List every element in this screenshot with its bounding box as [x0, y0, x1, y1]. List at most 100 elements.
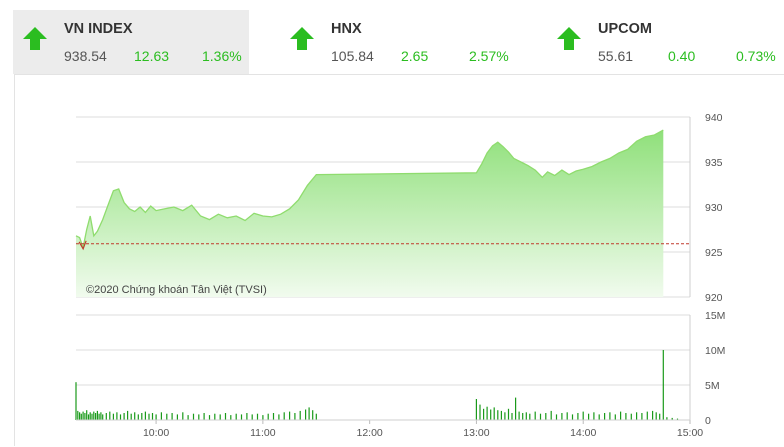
volume-bar [192, 413, 195, 420]
index-percent: 1.36% [202, 48, 242, 64]
volume-bar [511, 413, 513, 420]
index-change: 2.65 [401, 48, 429, 64]
volume-bar [289, 411, 291, 420]
volume-bar [144, 411, 146, 420]
volume-bar [151, 413, 154, 420]
volume-bar [545, 413, 547, 420]
volume-tick-label: 10M [705, 345, 725, 357]
volume-bar [534, 411, 536, 420]
volume-bar [666, 417, 668, 420]
volume-bar [529, 413, 531, 420]
volume-bar [604, 413, 606, 420]
copyright-annotation: ©2020 Chứng khoán Tân Việt (TVSI) [86, 284, 267, 296]
up-arrow-icon [23, 27, 47, 50]
volume-bar [593, 412, 595, 420]
volume-bar [203, 413, 205, 420]
volume-bar [566, 412, 568, 420]
volume-bar [625, 413, 627, 420]
volume-bar [187, 415, 189, 420]
volume-bar [91, 413, 93, 420]
volume-bar [77, 410, 79, 420]
volume-bar [588, 413, 590, 420]
volume-bar [116, 412, 118, 420]
volume-bar [96, 410, 98, 420]
volume-bar [652, 410, 654, 420]
time-tick-label: 13:00 [463, 427, 489, 439]
time-tick-label: 11:00 [250, 427, 276, 439]
volume-bar [141, 413, 143, 420]
price-axis: 920 925 930 935 940 [689, 112, 723, 304]
volume-bar [75, 382, 77, 420]
index-price: 105.84 [331, 48, 374, 64]
volume-bar [315, 413, 317, 420]
price-line [75, 129, 664, 250]
index-change: 12.63 [134, 48, 170, 64]
volume-bar [123, 413, 125, 420]
price-area [76, 130, 664, 297]
up-arrow-icon [557, 27, 581, 50]
volume-bar [504, 412, 506, 420]
intraday-chart: ©2020 Chứng khoán Tân Việt (TVSI) 920 925… [75, 112, 725, 439]
volume-bar [539, 413, 542, 420]
index-tab-hnx[interactable]: HNX 105.84 2.65 2.57% [280, 10, 516, 74]
volume-bar [609, 412, 611, 420]
volume-bar [256, 413, 259, 420]
volume-bar [655, 412, 657, 420]
volume-bar [525, 412, 527, 420]
index-name: VN INDEX [64, 21, 133, 37]
volume-bar [497, 410, 499, 420]
volume-bar [671, 417, 673, 420]
volume-tick-label: 0 [705, 415, 711, 427]
volume-bar [160, 412, 162, 420]
time-tick-label: 14:00 [570, 427, 596, 439]
volume-bar [278, 414, 280, 420]
volume-bar [614, 414, 616, 420]
volume-bar [79, 412, 81, 420]
volume-bar [676, 418, 679, 420]
volume-bar [646, 411, 648, 420]
volume-bar [571, 414, 574, 420]
volume-bar [230, 415, 232, 420]
volume-bar [87, 414, 90, 420]
volume-bar [93, 411, 95, 420]
volume-bar [84, 413, 86, 420]
index-tab-upcom[interactable]: UPCOM 55.61 0.40 0.73% [547, 10, 783, 74]
volume-bar [130, 413, 132, 420]
volume-bar [155, 414, 157, 420]
volume-bar [148, 413, 150, 420]
volume-bar [294, 413, 296, 420]
volume-bars [75, 350, 679, 420]
volume-bar [507, 408, 510, 420]
chart-panel: ©2020 Chứng khoán Tân Việt (TVSI) 920 925… [14, 74, 784, 446]
volume-bar [98, 413, 100, 420]
volume-bar [598, 414, 600, 420]
volume-bar [176, 414, 178, 420]
price-tick-label: 920 [705, 292, 723, 304]
volume-bar [246, 413, 248, 420]
volume-bar [86, 410, 88, 420]
volume-bar [518, 411, 520, 420]
price-tick-label: 925 [705, 247, 723, 259]
volume-bar [198, 414, 200, 420]
volume-bar [89, 412, 91, 420]
volume-bar [214, 413, 216, 420]
index-price: 938.54 [64, 48, 107, 64]
volume-bar [80, 413, 82, 420]
price-tick-label: 940 [705, 112, 723, 124]
volume-bar [479, 404, 481, 420]
volume-bar [641, 413, 643, 420]
volume-bar [582, 411, 584, 420]
volume-bar [486, 406, 488, 420]
volume-bar [100, 412, 102, 420]
volume-bar [134, 412, 136, 420]
volume-bar [219, 414, 221, 420]
volume-bar [659, 413, 661, 420]
index-change: 0.40 [668, 48, 696, 64]
volume-bar [483, 408, 485, 420]
index-percent: 2.57% [469, 48, 509, 64]
volume-bar [127, 410, 129, 420]
volume-bar [522, 413, 524, 420]
index-tab-vn-index[interactable]: VN INDEX 938.54 12.63 1.36% [13, 10, 249, 74]
volume-bar [272, 413, 275, 420]
volume-bar [240, 414, 243, 420]
